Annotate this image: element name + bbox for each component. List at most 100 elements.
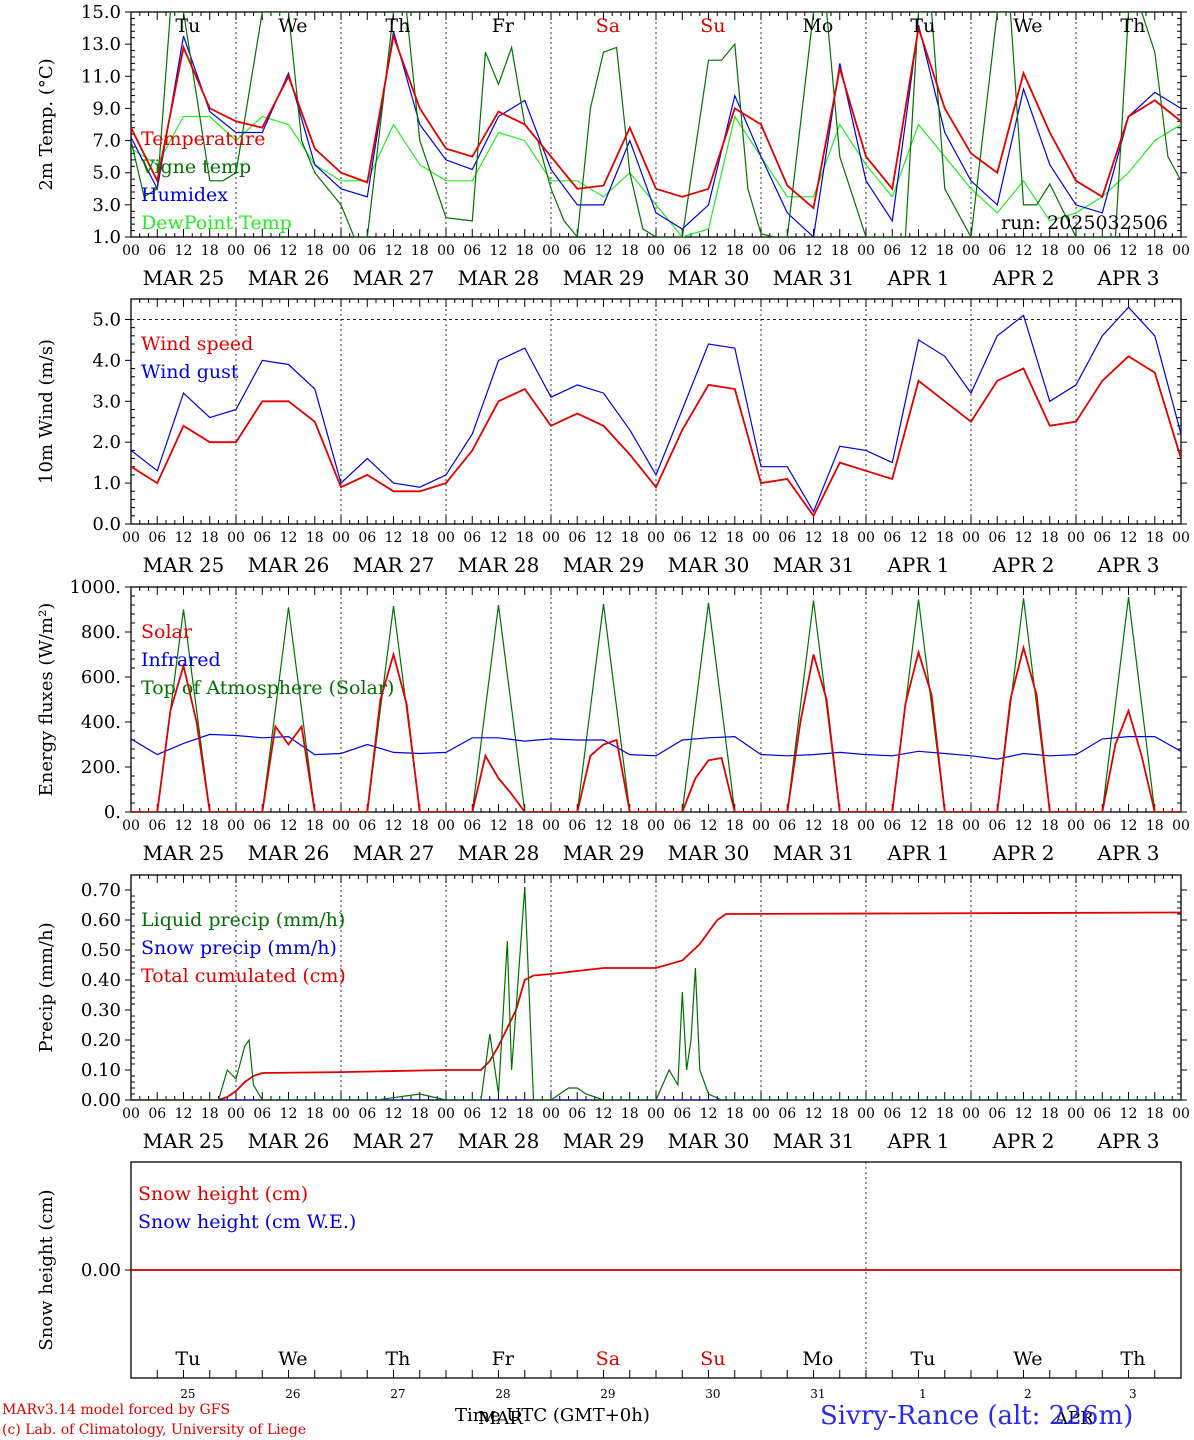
y-axis-label: Energy fluxes (W/m²): [36, 603, 57, 797]
hour-tick-label: 06: [988, 818, 1006, 834]
hour-tick-label: 06: [148, 1106, 166, 1122]
day-number-label: 29: [600, 1387, 615, 1401]
hour-tick-label: 00: [227, 818, 245, 834]
day-letter-label: Sa: [596, 1348, 620, 1370]
hour-tick-label: 06: [253, 1106, 271, 1122]
day-letter-label: We: [278, 15, 307, 37]
date-label: MAR 29: [563, 841, 645, 865]
hour-tick-label: 12: [1120, 1106, 1138, 1122]
hour-tick-label: 12: [280, 243, 298, 259]
hour-tick-label: 06: [673, 530, 691, 546]
hour-tick-label: 12: [385, 530, 403, 546]
hour-tick-label: 00: [962, 1106, 980, 1122]
hour-tick-label: 06: [883, 1106, 901, 1122]
hour-tick-label: 00: [1172, 243, 1190, 259]
date-label: MAR 30: [668, 1129, 750, 1153]
hour-tick-label: 00: [647, 818, 665, 834]
day-number-label: 25: [180, 1387, 195, 1401]
date-label: APR 2: [991, 553, 1054, 577]
hour-tick-label: 18: [516, 243, 534, 259]
hour-tick-label: 06: [778, 530, 796, 546]
hour-tick-label: 12: [490, 818, 508, 834]
hour-tick-label: 18: [1041, 1106, 1059, 1122]
day-number-label: 31: [810, 1387, 825, 1401]
y-axis-label: 2m Temp. (°C): [36, 58, 57, 190]
day-letter-label: Fr: [492, 1348, 515, 1370]
hour-tick-label: 06: [253, 243, 271, 259]
legend-entry: Temperature: [141, 128, 265, 150]
date-label: APR 2: [991, 841, 1054, 865]
day-letter-label: Sa: [596, 15, 620, 37]
hour-tick-label: 18: [621, 818, 639, 834]
hour-tick-label: 12: [385, 1106, 403, 1122]
hour-tick-label: 06: [673, 243, 691, 259]
hour-tick-label: 18: [516, 1106, 534, 1122]
hour-tick-label: 00: [437, 818, 455, 834]
day-letter-label: Fr: [492, 15, 515, 37]
month-overlay-label: MAR: [478, 1408, 523, 1429]
series-line: [131, 733, 1181, 760]
hour-tick-label: 12: [1015, 530, 1033, 546]
hour-tick-label: 12: [280, 1106, 298, 1122]
date-label: MAR 31: [773, 266, 855, 290]
hour-tick-label: 06: [1093, 243, 1111, 259]
date-label: MAR 29: [563, 1129, 645, 1153]
hour-tick-label: 18: [1146, 530, 1164, 546]
y-tick-label: 800.: [81, 622, 121, 643]
hour-tick-label: 18: [726, 530, 744, 546]
hour-tick-label: 06: [883, 243, 901, 259]
day-number-label: 3: [1129, 1387, 1137, 1401]
hour-tick-label: 12: [175, 818, 193, 834]
hour-tick-label: 18: [1041, 243, 1059, 259]
series-line: [131, 597, 1181, 812]
hour-tick-label: 00: [542, 1106, 560, 1122]
y-tick-label: 200.: [81, 757, 121, 778]
y-tick-label: 1.0: [92, 227, 121, 248]
hour-tick-label: 06: [253, 530, 271, 546]
hour-tick-label: 06: [988, 243, 1006, 259]
hour-tick-label: 12: [595, 818, 613, 834]
date-label: MAR 26: [248, 1129, 330, 1153]
date-label: MAR 29: [563, 553, 645, 577]
hour-tick-label: 12: [1120, 530, 1138, 546]
hour-tick-label: 18: [1146, 1106, 1164, 1122]
hour-tick-label: 12: [1015, 1106, 1033, 1122]
y-tick-label: 2.0: [92, 432, 121, 453]
hour-tick-label: 06: [778, 1106, 796, 1122]
legend-entry: Snow height (cm): [138, 1183, 308, 1205]
day-letter-label: Tu: [175, 15, 200, 37]
hour-tick-label: 18: [1041, 530, 1059, 546]
hour-tick-label: 18: [936, 530, 954, 546]
series-line: [131, 355, 1181, 518]
date-label: APR 3: [1096, 1129, 1159, 1153]
hour-tick-label: 18: [411, 818, 429, 834]
legend-entry: Total cumulated (cm): [141, 965, 346, 987]
panel-1: [125, 11, 1187, 238]
hour-tick-label: 06: [883, 530, 901, 546]
day-number-label: 2: [1024, 1387, 1032, 1401]
y-tick-label: 11.0: [81, 66, 121, 87]
hour-tick-label: 12: [595, 243, 613, 259]
date-label: MAR 31: [773, 841, 855, 865]
hour-tick-label: 00: [437, 1106, 455, 1122]
date-label: APR 1: [886, 841, 949, 865]
y-tick-label: 1.0: [92, 473, 121, 494]
hour-tick-label: 12: [490, 1106, 508, 1122]
legend-entry: Wind speed: [141, 333, 253, 355]
hour-tick-label: 12: [280, 530, 298, 546]
hour-tick-label: 18: [936, 818, 954, 834]
date-label: MAR 25: [143, 841, 225, 865]
series-line: [131, 911, 1181, 1100]
hour-tick-label: 12: [910, 243, 928, 259]
legend-entry: Top of Atmosphere (Solar): [141, 677, 394, 699]
y-tick-label: 0.: [104, 802, 121, 823]
hour-tick-label: 06: [988, 1106, 1006, 1122]
hour-tick-label: 06: [358, 530, 376, 546]
hour-tick-label: 00: [332, 818, 350, 834]
legend-entry: DewPoint Temp: [141, 212, 292, 234]
date-label: MAR 26: [248, 266, 330, 290]
series-line: [131, 644, 1181, 812]
date-label: MAR 25: [143, 553, 225, 577]
day-number-label: 27: [390, 1387, 405, 1401]
y-tick-label: 0.40: [81, 970, 121, 991]
